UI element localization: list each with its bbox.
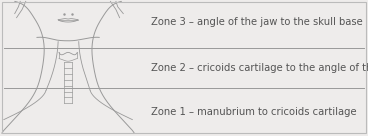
Text: Zone 1 – manubrium to cricoids cartilage: Zone 1 – manubrium to cricoids cartilage: [151, 106, 357, 117]
Text: Zone 3 – angle of the jaw to the skull base: Zone 3 – angle of the jaw to the skull b…: [151, 17, 362, 27]
Text: Zone 2 – cricoids cartilage to the angle of the jaw: Zone 2 – cricoids cartilage to the angle…: [151, 63, 368, 73]
